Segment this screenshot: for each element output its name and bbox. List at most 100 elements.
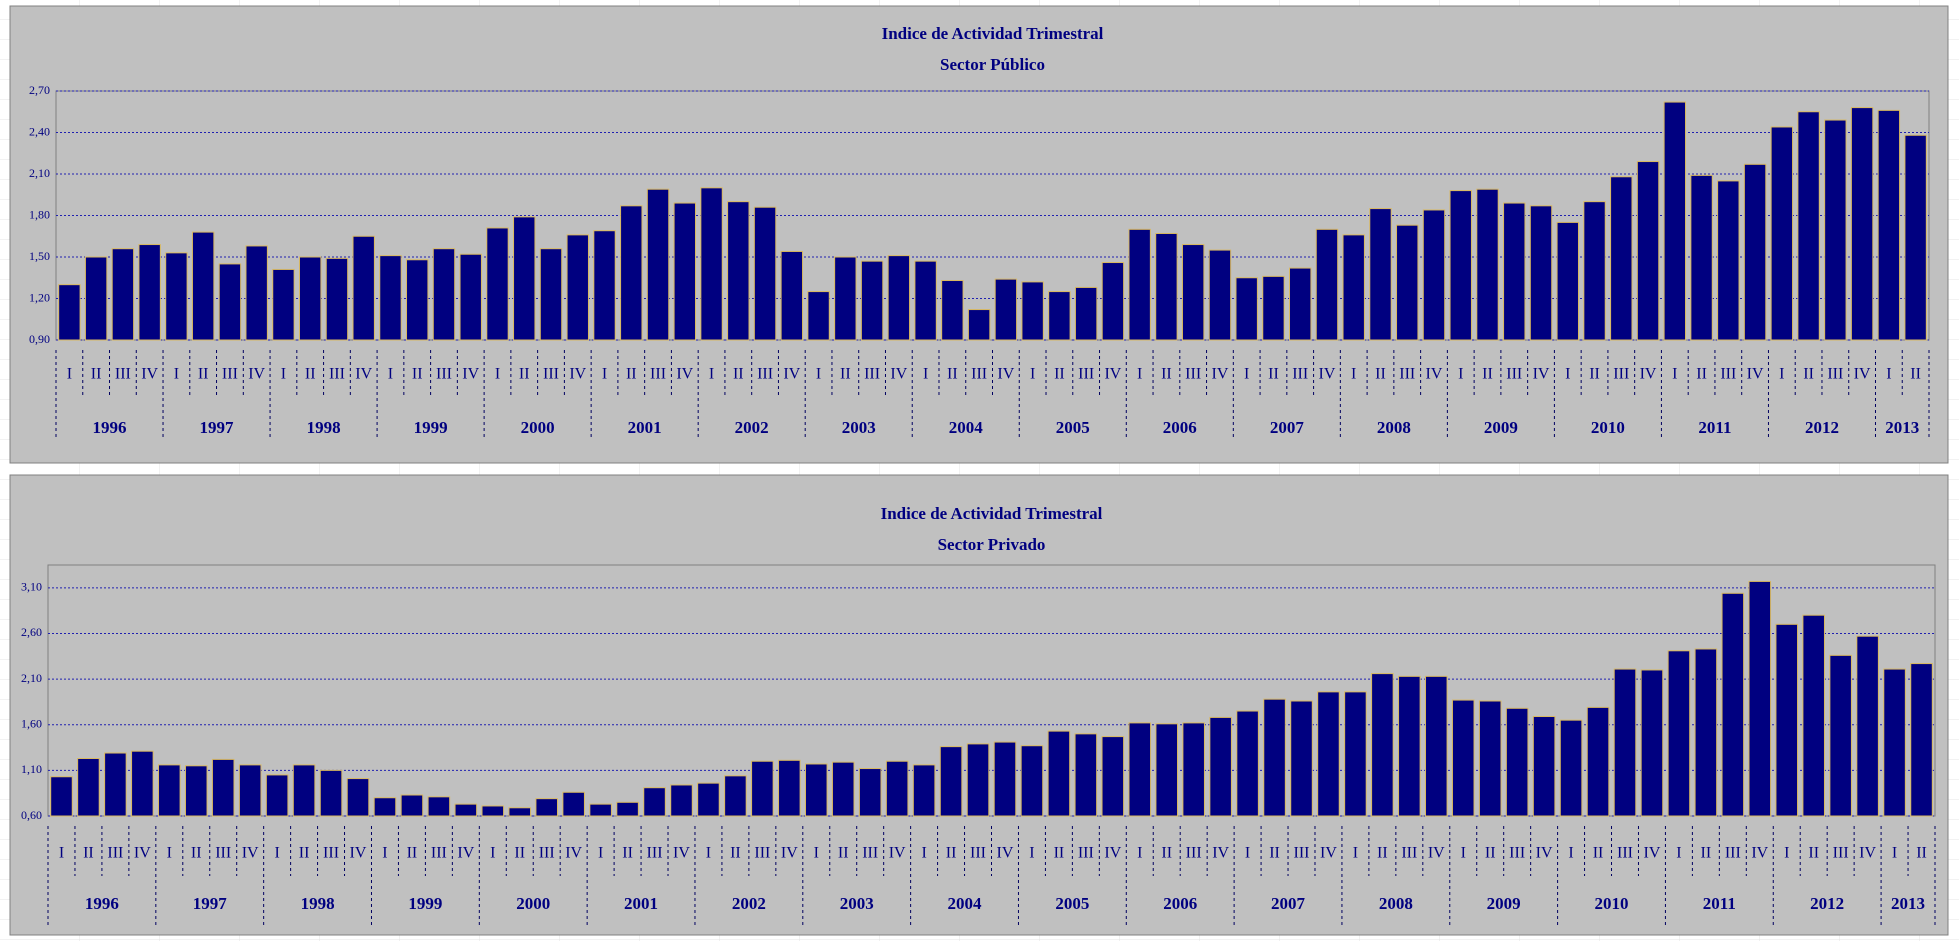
- bar: [1559, 719, 1583, 817]
- year-label: 2013: [1885, 418, 1919, 437]
- x-tick-label: IV: [1212, 845, 1229, 862]
- x-tick-label: II: [83, 845, 94, 862]
- x-tick-label: IV: [1426, 366, 1443, 383]
- x-tick-label: I: [1353, 845, 1358, 862]
- year-label: 2000: [516, 894, 550, 913]
- x-tick-label: III: [971, 366, 987, 383]
- bar: [111, 248, 135, 341]
- y-tick-label: 3,10: [21, 580, 42, 594]
- bar: [319, 769, 343, 817]
- x-tick-label: I: [1568, 845, 1573, 862]
- bar: [1877, 109, 1901, 341]
- bar: [1775, 623, 1799, 817]
- bar: [1209, 716, 1232, 817]
- year-label: 2009: [1487, 894, 1521, 913]
- bar: [593, 230, 616, 341]
- x-tick-label: IV: [1747, 366, 1764, 383]
- bar: [1663, 101, 1687, 341]
- y-tick-label: 2,10: [29, 166, 50, 180]
- bar: [939, 746, 963, 817]
- x-tick-label: I: [1244, 366, 1249, 383]
- x-tick-label: I: [1458, 366, 1463, 383]
- x-tick-label: IV: [1533, 366, 1550, 383]
- bar: [807, 291, 830, 341]
- x-tick-label: I: [174, 366, 179, 383]
- x-tick-label: II: [1375, 366, 1386, 383]
- bar: [1449, 190, 1472, 341]
- bar: [1717, 180, 1740, 341]
- bar: [1315, 228, 1339, 341]
- bar: [751, 760, 774, 817]
- x-tick-label: III: [543, 366, 559, 383]
- y-tick-label: 1,80: [29, 207, 50, 221]
- bar: [1021, 281, 1044, 341]
- year-label: 1996: [85, 894, 119, 913]
- bar: [1532, 716, 1556, 817]
- bar: [481, 805, 505, 817]
- year-label: 1999: [414, 418, 448, 437]
- x-tick-label: IV: [1320, 845, 1337, 862]
- bar: [994, 278, 1018, 341]
- bar: [1667, 650, 1691, 817]
- x-tick-label: I: [1676, 845, 1681, 862]
- x-tick-label: IV: [1536, 845, 1553, 862]
- bar: [727, 201, 750, 341]
- x-tick-label: I: [602, 366, 607, 383]
- x-tick-label: III: [1827, 366, 1843, 383]
- x-tick-label: IV: [781, 845, 798, 862]
- bar: [1690, 174, 1713, 341]
- x-tick-label: II: [1054, 366, 1065, 383]
- bar: [373, 797, 397, 817]
- chart-title: Indice de Actividad Trimestral: [882, 24, 1104, 43]
- year-label: 2009: [1484, 418, 1518, 437]
- x-tick-label: III: [1401, 845, 1417, 862]
- x-tick-label: III: [970, 845, 986, 862]
- y-tick-label: 1,60: [21, 716, 42, 730]
- bar: [1317, 691, 1340, 817]
- x-tick-label: IV: [1428, 845, 1445, 862]
- bar: [780, 250, 804, 341]
- x-tick-label: III: [647, 845, 663, 862]
- year-label: 2000: [521, 418, 555, 437]
- bar: [1910, 663, 1933, 817]
- bar: [1128, 228, 1151, 341]
- y-tick-label: 0,60: [21, 808, 42, 822]
- bar: [1556, 221, 1579, 341]
- x-tick-label: I: [1137, 845, 1142, 862]
- bar: [298, 256, 322, 341]
- chart-title: Indice de Actividad Trimestral: [881, 504, 1103, 523]
- bar: [1369, 208, 1392, 341]
- year-label: 2001: [628, 418, 662, 437]
- year-label: 2012: [1810, 894, 1844, 913]
- bar: [643, 787, 666, 817]
- x-tick-label: IV: [997, 366, 1014, 383]
- x-tick-label: I: [1245, 845, 1250, 862]
- bar: [138, 244, 161, 341]
- bar: [1208, 249, 1232, 341]
- bar: [400, 794, 424, 817]
- x-tick-label: II: [838, 845, 849, 862]
- bar: [1181, 244, 1205, 341]
- year-label: 2007: [1271, 894, 1306, 913]
- year-label: 2006: [1163, 894, 1197, 913]
- bar: [1743, 163, 1767, 341]
- x-tick-label: I: [1029, 845, 1034, 862]
- year-label: 2008: [1377, 418, 1411, 437]
- x-tick-label: III: [1186, 845, 1202, 862]
- x-tick-label: IV: [1854, 366, 1871, 383]
- bar: [1505, 707, 1529, 817]
- bar: [1829, 654, 1852, 817]
- x-tick-label: II: [947, 366, 958, 383]
- bar: [1850, 107, 1874, 341]
- x-tick-label: I: [1461, 845, 1466, 862]
- bar: [1503, 202, 1526, 341]
- x-tick-label: III: [864, 366, 880, 383]
- x-tick-label: III: [1292, 366, 1308, 383]
- x-tick-label: IV: [355, 366, 372, 383]
- bar: [1074, 733, 1098, 817]
- year-label: 1997: [200, 418, 235, 437]
- x-tick-label: I: [1351, 366, 1356, 383]
- bar: [1425, 675, 1448, 817]
- bar: [508, 807, 532, 817]
